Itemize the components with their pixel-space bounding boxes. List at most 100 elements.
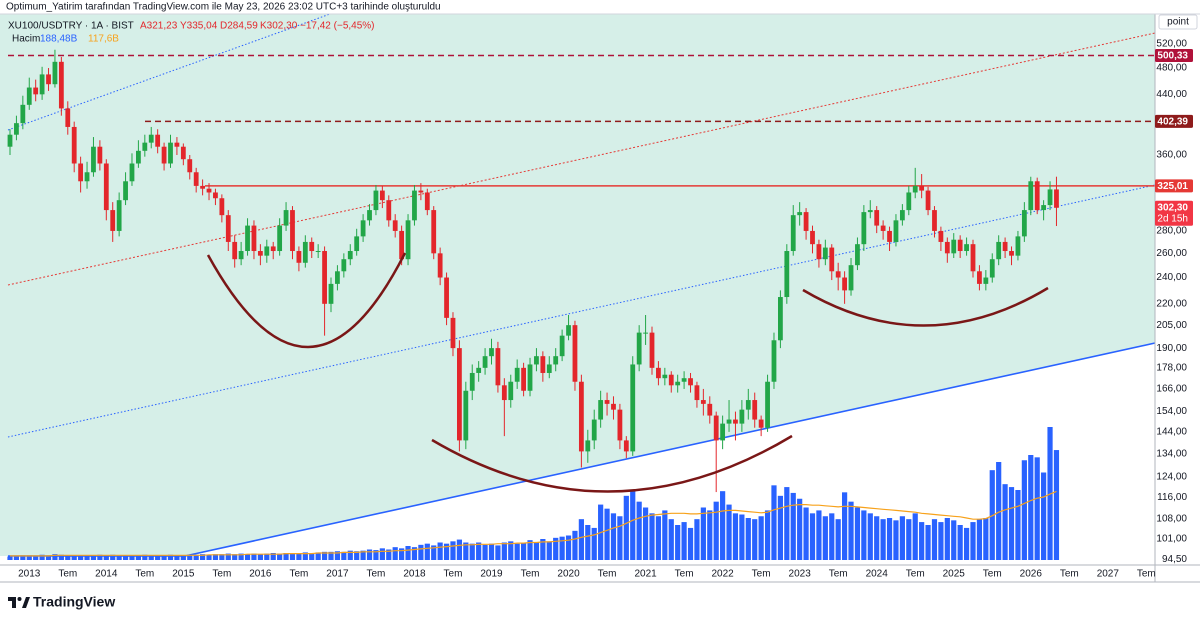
volume-bar	[187, 554, 193, 560]
volume-bar	[84, 555, 90, 560]
candle-body	[469, 372, 475, 391]
volume-bar	[976, 519, 983, 560]
x-tick-label: Tem	[212, 569, 231, 580]
volume-bar	[546, 541, 552, 560]
cup-arc	[431, 434, 793, 493]
candle-body	[7, 134, 13, 147]
candle-body	[283, 210, 289, 226]
candle-body	[489, 348, 494, 357]
volume-bar	[848, 501, 854, 560]
x-tick-label: Tem	[58, 569, 77, 580]
volume-bar	[951, 520, 957, 560]
volume-bar	[443, 543, 450, 560]
volume-bar	[302, 552, 308, 560]
volume-bar	[379, 548, 385, 560]
candle-body	[213, 192, 218, 199]
candle-body	[797, 212, 803, 216]
candle-body	[405, 220, 411, 260]
candle-body	[367, 210, 372, 221]
candle-body	[39, 74, 45, 95]
volume-bar	[777, 495, 783, 560]
volume-bar	[809, 513, 816, 560]
candle-body	[932, 210, 937, 231]
x-tick-label: Tem	[829, 569, 848, 580]
volume-bar	[816, 510, 822, 560]
candle-body	[540, 356, 546, 373]
candle-body	[675, 381, 681, 386]
volume-legend: Hacim	[12, 34, 40, 45]
volume-bar	[501, 542, 507, 560]
volume-bar	[456, 539, 462, 560]
volume-bar	[874, 516, 880, 560]
x-tick-label: 2017	[326, 569, 349, 580]
volume-bar	[251, 553, 257, 560]
volume-bar	[745, 518, 751, 560]
volume-bar	[58, 554, 64, 560]
x-tick-label: 2025	[943, 569, 966, 580]
candle-body	[463, 390, 469, 441]
volume-bar	[135, 555, 141, 560]
candle-body	[906, 192, 912, 211]
volume-bar	[13, 555, 20, 560]
y-tick-label: 154,00	[1156, 406, 1187, 417]
volume-bar	[360, 550, 366, 560]
volume-bar	[78, 555, 84, 560]
volume-bar	[861, 510, 867, 560]
credit: Optimum_Yatirim tarafından TradingView.c…	[6, 2, 441, 13]
volume-bar	[899, 516, 905, 560]
volume-bar	[296, 553, 302, 560]
candle-body	[508, 381, 514, 401]
volume-bar	[675, 525, 681, 560]
volume-bar	[1034, 457, 1040, 560]
axis-unit: point	[1167, 17, 1189, 28]
candle-body	[521, 367, 526, 391]
volume-bar	[97, 554, 103, 560]
candle-body	[983, 277, 989, 284]
volume-bar	[386, 549, 392, 560]
candle-body	[578, 381, 584, 452]
volume-bar	[1015, 490, 1021, 560]
volume-bar	[957, 525, 963, 560]
volume-bar	[720, 491, 726, 560]
x-tick-label: Tem	[1060, 569, 1079, 580]
volume-bar	[161, 555, 167, 560]
candle-body	[450, 317, 456, 349]
volume-ma-value: 117,6B	[88, 34, 119, 45]
volume-bar	[835, 519, 841, 560]
volume-bar	[347, 550, 353, 560]
volume-bar	[681, 522, 687, 560]
candle-body	[335, 271, 340, 284]
candle-body	[103, 163, 109, 211]
last-price-label: 302,30	[1157, 202, 1188, 213]
volume-bar	[508, 541, 514, 560]
volume-bar	[867, 513, 873, 560]
candle-body	[116, 200, 122, 231]
volume-bar	[527, 540, 533, 560]
volume-bar	[116, 555, 122, 560]
candle-body	[373, 190, 379, 211]
candle-body	[315, 251, 321, 253]
candle-body	[193, 172, 199, 186]
volume-bar	[180, 555, 186, 560]
volume-bar	[764, 510, 771, 560]
volume-bar	[411, 547, 418, 560]
unit-box	[1158, 14, 1198, 30]
candle-body	[546, 364, 552, 373]
x-tick-label: 2015	[172, 569, 195, 580]
channel-fill	[0, 14, 1155, 556]
volume-bar	[148, 555, 154, 560]
candle-body	[264, 246, 270, 256]
volume-bar	[206, 554, 212, 560]
level-label-box	[1155, 114, 1193, 128]
volume-bar	[649, 513, 655, 560]
y-tick-label: 94,50	[1162, 554, 1187, 565]
candle-body	[123, 181, 128, 201]
volume-bar	[65, 555, 71, 560]
volume-bar	[405, 546, 411, 560]
y-tick-label: 480,00	[1156, 63, 1187, 74]
candle-body	[977, 271, 982, 284]
price-axis-panel	[1155, 0, 1200, 582]
x-tick-label: 2019	[480, 569, 503, 580]
